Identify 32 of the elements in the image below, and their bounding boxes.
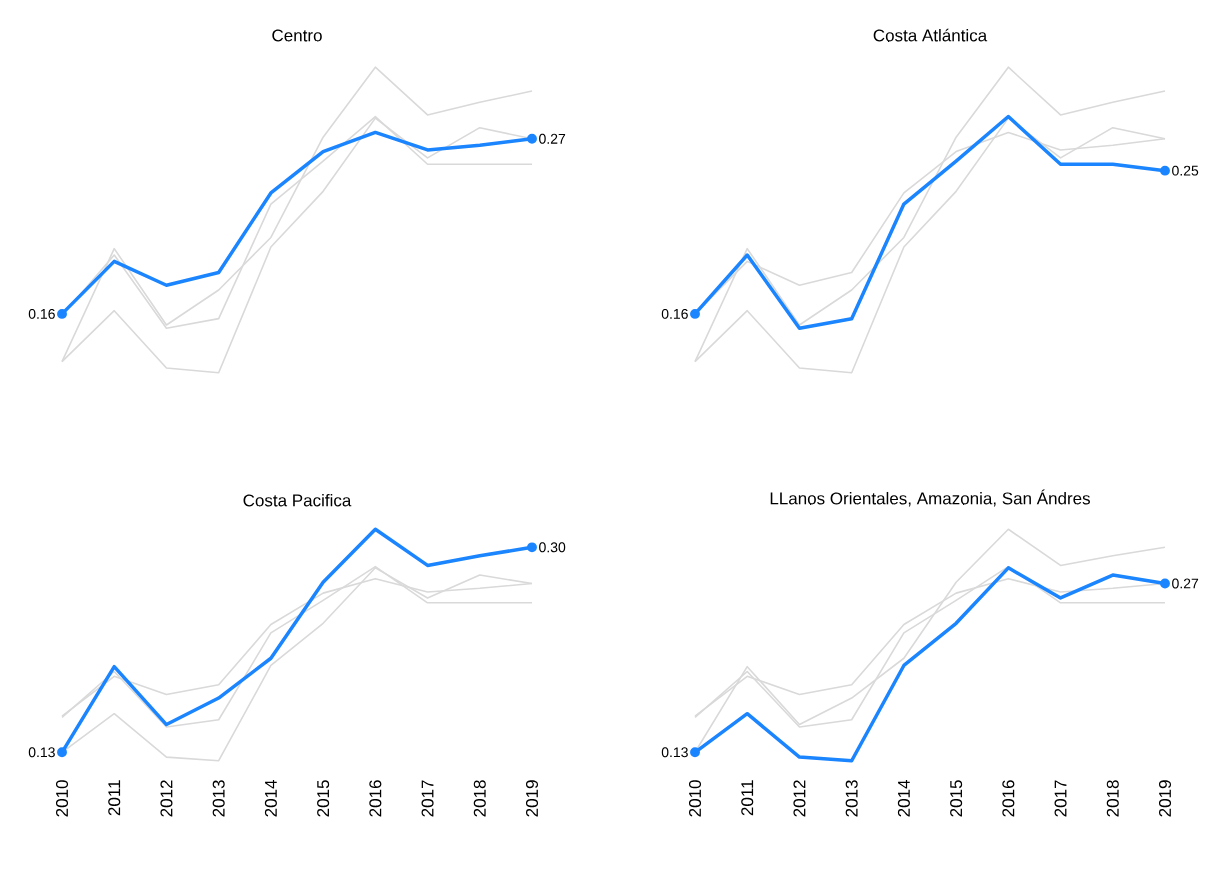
chart-title: LLanos Orientales, Amazonia, San Ándres <box>770 489 1090 507</box>
x-tick-label: 2015 <box>950 780 963 817</box>
x-tick-label: 2010 <box>688 780 702 817</box>
data-label: 0.27 <box>539 133 566 144</box>
chart-title: Centro <box>272 29 322 42</box>
x-tick-label: 2010 <box>55 780 69 817</box>
data-label: 0.25 <box>1172 165 1199 176</box>
data-label: 0.13 <box>28 747 55 758</box>
data-label: 0.16 <box>661 308 688 319</box>
x-tick-label: 2018 <box>473 780 486 817</box>
x-tick-label: 2019 <box>1158 780 1172 817</box>
x-tick-label: 2011 <box>741 780 754 816</box>
x-tick-label: 2015 <box>317 780 330 817</box>
x-tick-label: 2014 <box>264 780 277 817</box>
x-tick-label: 2014 <box>897 780 910 817</box>
x-tick-label: 2013 <box>212 780 225 817</box>
x-tick-label: 2012 <box>793 780 806 817</box>
x-tick-label: 2012 <box>160 780 173 817</box>
data-label: 0.16 <box>28 308 55 319</box>
data-label: 0.30 <box>539 542 566 553</box>
x-tick-label: 2019 <box>525 780 539 817</box>
x-tick-label: 2013 <box>845 780 858 817</box>
chart-title: Costa Pacifica <box>243 493 352 507</box>
x-tick-label: 2017 <box>421 780 434 817</box>
x-tick-label: 2011 <box>108 780 121 816</box>
x-tick-label: 2016 <box>1002 780 1015 817</box>
chart-title: Costa Atlántica <box>873 28 988 42</box>
x-tick-label: 2018 <box>1106 780 1119 817</box>
x-tick-label: 2016 <box>369 780 382 817</box>
data-label: 0.27 <box>1172 578 1199 589</box>
data-label: 0.13 <box>661 747 688 758</box>
x-tick-label: 2017 <box>1054 780 1067 817</box>
